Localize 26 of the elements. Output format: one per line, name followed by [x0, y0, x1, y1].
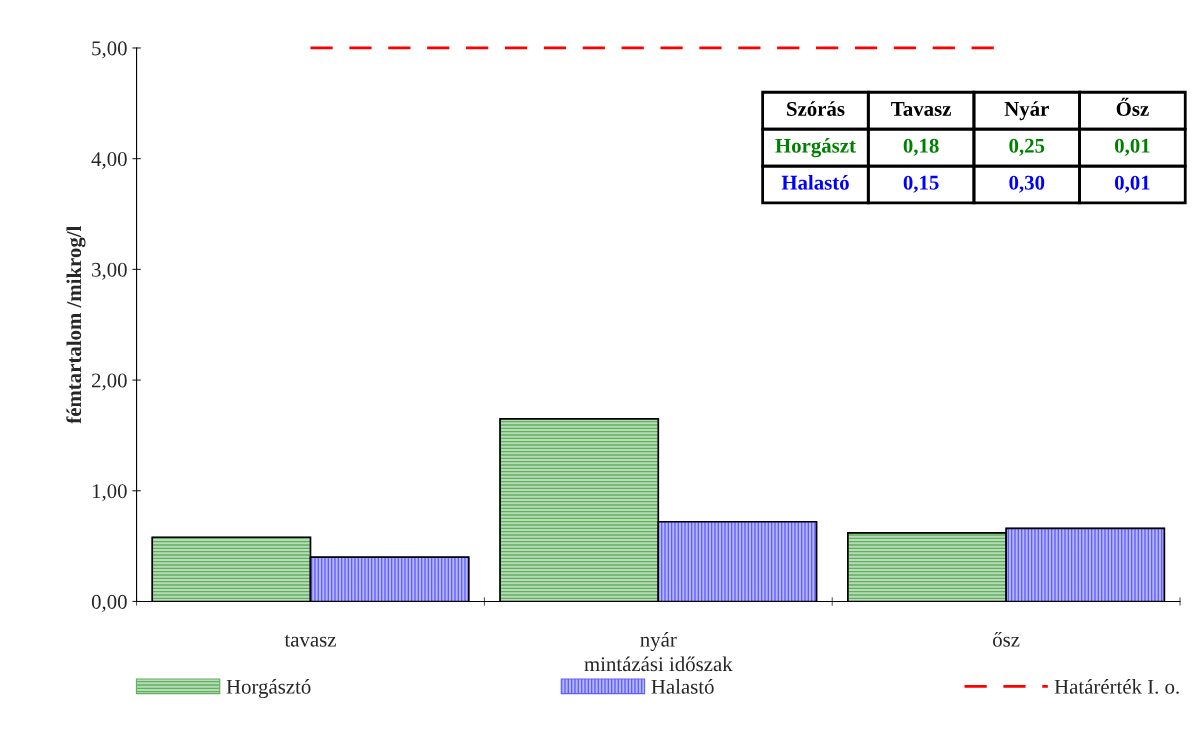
x-tick-label: nyár	[640, 632, 677, 652]
y-tick-label: 4,00	[91, 152, 127, 170]
annotation: Halastó	[781, 175, 849, 190]
x-tick-label: ősz	[993, 632, 1020, 647]
text: 0,01	[1114, 175, 1150, 193]
y-tick-label: 2,00	[92, 373, 127, 391]
annotation: Tavasz	[891, 102, 951, 116]
text: Ősz	[1116, 97, 1149, 116]
annotation: Horgászt	[775, 138, 856, 158]
annotation: 0,25	[1009, 138, 1045, 156]
legend-label: Halastó	[651, 679, 714, 694]
x-tick-label: tavasz	[284, 634, 336, 647]
annotation: Szórás	[787, 101, 845, 116]
y-tick-label: 0,00	[91, 594, 127, 612]
annotation: 0,18	[903, 138, 939, 156]
x-axis-title: mintázási időszak	[584, 656, 733, 672]
y-tick-label: 3,00	[92, 262, 127, 280]
annotation: Nyár	[1004, 101, 1049, 121]
annotation: 0,15	[903, 175, 939, 193]
y-tick-label: 5,00	[92, 41, 127, 59]
legend-label: Horgásztó	[226, 679, 311, 699]
annotation: 0,30	[1009, 175, 1045, 193]
y-tick-label: 1,00	[92, 484, 127, 502]
text: 0,01	[1114, 138, 1150, 156]
y-axis-title: fémtartalom /mikrog/l	[66, 226, 86, 424]
legend-label: Határérték I. o.	[1054, 679, 1179, 694]
